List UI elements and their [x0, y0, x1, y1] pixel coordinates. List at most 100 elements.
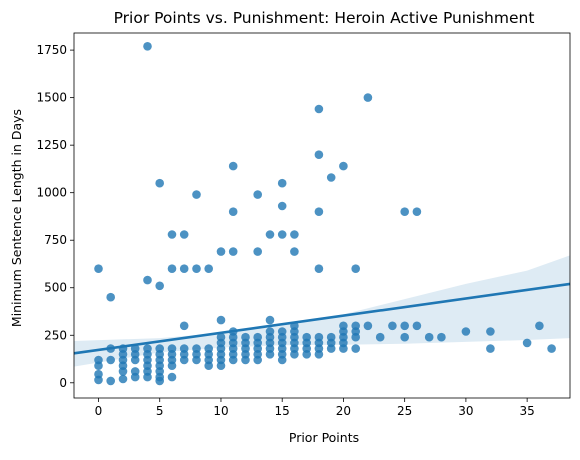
data-point — [143, 42, 152, 51]
data-point — [400, 321, 410, 331]
data-point — [290, 247, 299, 256]
data-point — [216, 361, 226, 371]
data-point — [167, 264, 177, 274]
data-point — [314, 350, 324, 359]
data-point — [339, 344, 348, 353]
x-axis-ticks: 0 5 10 15 20 25 30 35 — [95, 398, 535, 418]
data-point — [94, 264, 103, 274]
data-point — [216, 315, 226, 325]
data-point — [130, 372, 140, 382]
data-point — [314, 150, 324, 159]
y-axis-ticks: 0 250 500 750 1000 1250 1500 1750 — [36, 43, 74, 390]
data-point — [522, 338, 532, 348]
data-point — [388, 321, 397, 331]
regression-line-layer — [73, 282, 571, 355]
data-point — [363, 93, 373, 102]
plot-frame — [73, 32, 571, 399]
x-tick-label: 5 — [156, 404, 164, 418]
x-tick-label: 35 — [519, 404, 534, 418]
data-point — [106, 292, 115, 302]
data-point — [265, 315, 275, 325]
data-point — [241, 355, 250, 365]
data-point — [486, 327, 495, 336]
chart-title: Prior Points vs. Punishment: Heroin Acti… — [114, 9, 535, 27]
x-tick-label: 20 — [336, 404, 351, 418]
data-point — [179, 264, 189, 274]
data-point — [192, 190, 201, 199]
y-tick-label: 250 — [44, 328, 67, 342]
data-point — [204, 264, 213, 274]
data-point — [412, 207, 422, 216]
data-point — [94, 361, 103, 371]
x-tick-label: 15 — [275, 404, 290, 418]
data-point — [155, 178, 164, 188]
data-point — [351, 344, 361, 353]
data-point — [228, 161, 238, 171]
data-point — [179, 321, 189, 331]
data-point — [155, 376, 164, 386]
data-point — [179, 355, 189, 365]
data-point — [314, 207, 324, 216]
confidence-band-layer — [74, 255, 570, 367]
data-point — [277, 355, 287, 365]
data-point — [94, 375, 103, 385]
data-point — [192, 264, 201, 274]
data-point — [277, 230, 287, 239]
data-point — [228, 207, 238, 216]
y-tick-label: 1250 — [36, 138, 67, 152]
data-point — [314, 104, 324, 114]
data-point — [143, 275, 152, 285]
data-point — [535, 321, 544, 331]
x-tick-label: 10 — [213, 404, 228, 418]
data-point — [302, 350, 312, 359]
data-point — [375, 332, 385, 342]
data-point — [400, 207, 410, 216]
data-point — [265, 350, 275, 359]
data-point — [290, 350, 299, 359]
data-point — [118, 367, 128, 376]
data-point — [461, 327, 471, 336]
regression-line — [73, 282, 571, 355]
data-point — [192, 355, 201, 365]
data-point — [106, 376, 115, 386]
confidence-band — [74, 255, 570, 367]
y-tick-label: 1750 — [36, 43, 67, 57]
data-point — [547, 344, 556, 353]
data-point — [130, 355, 140, 365]
data-point — [155, 281, 164, 291]
y-tick-label: 500 — [44, 281, 67, 295]
data-point — [228, 355, 238, 365]
data-point — [167, 361, 177, 371]
x-tick-label: 30 — [458, 404, 473, 418]
data-point — [351, 264, 361, 274]
y-tick-label: 1500 — [36, 91, 67, 105]
data-point — [400, 332, 410, 342]
data-point — [326, 344, 336, 353]
data-point — [412, 321, 422, 331]
data-point — [106, 355, 115, 365]
x-tick-label: 0 — [95, 404, 103, 418]
y-axis-label: Minimum Sentence Length in Days — [9, 109, 24, 327]
data-point — [253, 190, 262, 199]
data-point — [179, 230, 189, 239]
data-point — [253, 247, 262, 256]
data-point — [290, 230, 299, 239]
data-point — [486, 344, 495, 353]
y-tick-label: 750 — [44, 233, 67, 247]
data-point — [167, 372, 177, 382]
data-point — [363, 321, 373, 331]
data-point — [228, 247, 238, 256]
data-point — [167, 230, 177, 239]
y-tick-label: 0 — [59, 376, 67, 390]
data-point — [326, 173, 336, 182]
y-tick-label: 1000 — [36, 186, 67, 200]
data-point — [351, 332, 361, 342]
data-point — [437, 332, 446, 342]
data-point — [143, 372, 152, 382]
data-point — [424, 332, 434, 342]
data-point — [277, 201, 287, 211]
data-point — [204, 361, 213, 371]
data-point — [216, 247, 226, 256]
